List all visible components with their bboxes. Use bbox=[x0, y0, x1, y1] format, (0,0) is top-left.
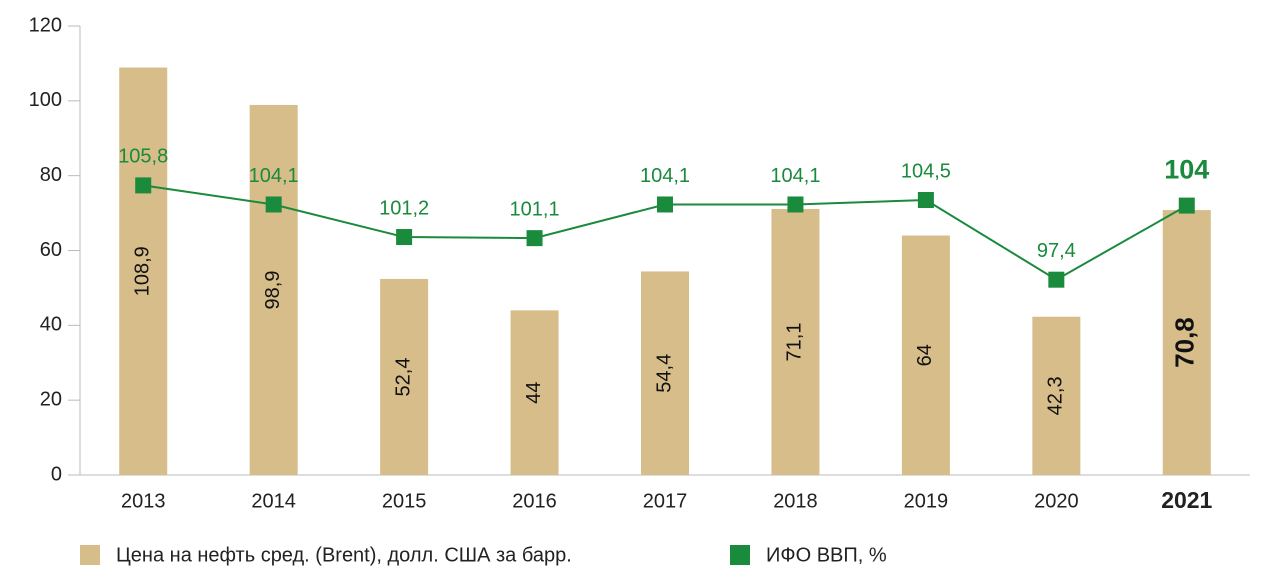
x-tick-label: 2016 bbox=[512, 490, 557, 512]
y-tick-label: 60 bbox=[40, 239, 62, 261]
y-tick-label: 40 bbox=[40, 314, 62, 336]
bar-value-label: 54,4 bbox=[653, 354, 675, 393]
bar bbox=[380, 278, 429, 475]
y-tick-label: 0 bbox=[51, 463, 62, 485]
line-value-label: 97,4 bbox=[1037, 240, 1076, 262]
line-value-label: 101,1 bbox=[510, 198, 560, 220]
bar bbox=[510, 310, 559, 475]
x-tick-label: 2021 bbox=[1161, 487, 1212, 513]
x-tick-label: 2018 bbox=[773, 490, 818, 512]
line-marker bbox=[1178, 197, 1195, 214]
line-marker bbox=[657, 196, 673, 213]
bar bbox=[1162, 210, 1211, 475]
legend-swatch bbox=[80, 545, 100, 565]
bar-value-label: 42,3 bbox=[1045, 376, 1067, 415]
x-tick-label: 2020 bbox=[1034, 490, 1079, 512]
x-tick-label: 2013 bbox=[121, 490, 166, 512]
bar bbox=[771, 208, 820, 475]
legend-label: ИФО ВВП, % bbox=[766, 544, 887, 566]
bar-value-label: 108,9 bbox=[132, 246, 154, 296]
line-value-label: 104 bbox=[1164, 155, 1209, 185]
bar-value-label: 98,9 bbox=[262, 271, 284, 310]
bar bbox=[249, 104, 298, 476]
line-marker bbox=[526, 230, 543, 247]
x-tick-label: 2015 bbox=[382, 490, 427, 512]
bar-value-label: 70,8 bbox=[1170, 317, 1200, 368]
line-marker bbox=[265, 196, 282, 213]
x-tick-label: 2017 bbox=[643, 490, 688, 512]
x-tick-label: 2019 bbox=[904, 490, 949, 512]
line-value-label: 101,2 bbox=[379, 197, 429, 219]
line-marker bbox=[396, 229, 413, 246]
y-tick-label: 20 bbox=[40, 388, 62, 410]
line-value-label: 104,5 bbox=[901, 160, 951, 182]
y-tick-label: 100 bbox=[29, 89, 62, 111]
bar bbox=[1032, 316, 1081, 475]
y-tick-label: 120 bbox=[29, 14, 62, 36]
legend-label: Цена на нефть сред. (Brent), долл. США з… bbox=[116, 544, 572, 566]
y-tick-label: 80 bbox=[40, 164, 62, 186]
bar-value-label: 71,1 bbox=[784, 323, 806, 362]
x-tick-label: 2014 bbox=[251, 490, 296, 512]
line-marker bbox=[1048, 271, 1065, 288]
line-marker bbox=[135, 177, 152, 194]
line-marker bbox=[787, 196, 804, 213]
line-value-label: 104,1 bbox=[770, 165, 820, 187]
line-value-label: 104,1 bbox=[249, 165, 299, 187]
bar bbox=[901, 235, 950, 475]
line-value-label: 104,1 bbox=[640, 165, 690, 187]
line-value-label: 105,8 bbox=[118, 146, 168, 168]
bar bbox=[119, 67, 168, 475]
bar-value-label: 52,4 bbox=[392, 357, 414, 396]
bar-value-label: 44 bbox=[523, 382, 545, 404]
bar-value-label: 64 bbox=[914, 344, 936, 366]
bar bbox=[641, 271, 689, 475]
line-marker bbox=[917, 191, 934, 208]
legend-swatch bbox=[730, 545, 750, 565]
